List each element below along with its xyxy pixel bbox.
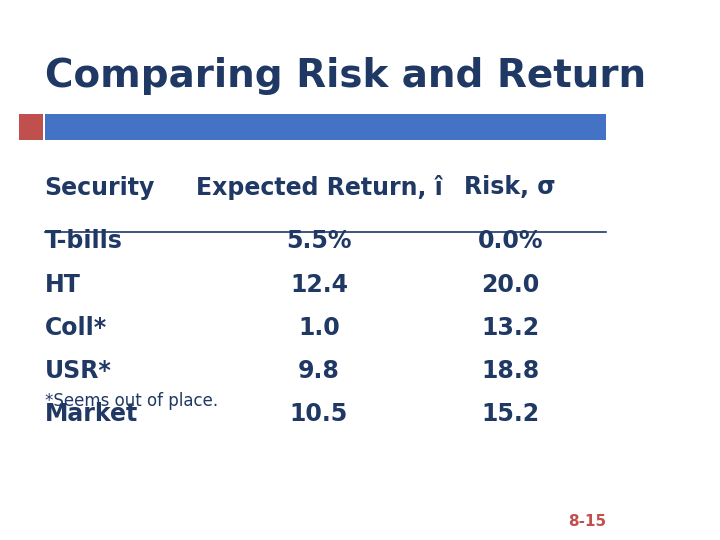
Text: Market: Market [45, 402, 138, 426]
Text: Security: Security [45, 176, 155, 199]
Text: 1.0: 1.0 [298, 316, 340, 340]
Text: Comparing Risk and Return: Comparing Risk and Return [45, 57, 646, 94]
Text: 13.2: 13.2 [481, 316, 539, 340]
FancyBboxPatch shape [19, 114, 43, 140]
Text: 15.2: 15.2 [481, 402, 539, 426]
Text: 20.0: 20.0 [481, 273, 539, 296]
Text: T-bills: T-bills [45, 230, 122, 253]
Text: 9.8: 9.8 [298, 359, 340, 383]
Text: Risk, σ: Risk, σ [464, 176, 556, 199]
Text: 12.4: 12.4 [290, 273, 348, 296]
Text: Coll*: Coll* [45, 316, 107, 340]
FancyBboxPatch shape [45, 114, 606, 140]
Text: 5.5%: 5.5% [286, 230, 351, 253]
Text: *Seems out of place.: *Seems out of place. [45, 392, 217, 409]
Text: 10.5: 10.5 [289, 402, 348, 426]
Text: 18.8: 18.8 [481, 359, 539, 383]
Text: Expected Return, î: Expected Return, î [196, 176, 442, 200]
Text: 0.0%: 0.0% [477, 230, 543, 253]
Text: USR*: USR* [45, 359, 112, 383]
Text: HT: HT [45, 273, 81, 296]
Text: 8-15: 8-15 [568, 514, 606, 529]
